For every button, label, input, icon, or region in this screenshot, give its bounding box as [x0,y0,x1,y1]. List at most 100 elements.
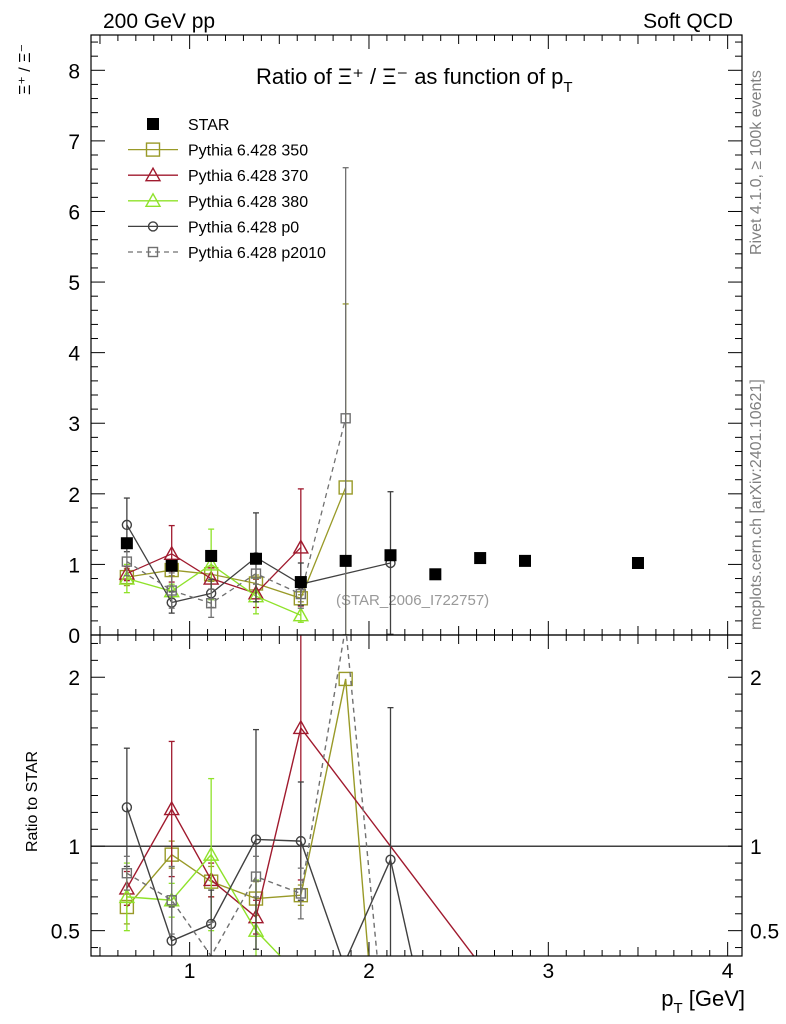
data-point [339,554,352,567]
data-point [121,519,133,531]
legend-entry: Pythia 6.428 370 [128,166,308,185]
x-tick-label: 1 [184,960,196,983]
top-y-tick-label: 4 [68,343,80,366]
legend-entry: STAR [147,117,229,134]
data-point [118,570,136,585]
bottom-y-tick-label-right: 1 [750,836,762,859]
x-axis-label-subscript: T [673,1000,682,1017]
ratio-line [126,726,475,956]
rivet-version-label: Rivet 4.1.0, ≥ 100k events [748,70,765,255]
ratio-point [338,671,353,687]
series-pythia-6-428-p2010-top [121,167,351,635]
data-point [294,576,307,589]
top-panel-series [118,167,644,635]
top-y-tick-label: 1 [68,554,80,577]
ratio-point [295,835,307,847]
x-tick-label: 2 [363,960,375,983]
ratio-point [295,888,307,899]
mcplots-label: mcplots.cern.ch [arXiv:2401.10621] [748,379,765,630]
data-point [384,549,397,562]
ratio-line [126,853,282,956]
legend-marker [144,192,162,208]
x-axis-label-unit: [GeV] [683,986,745,1011]
data-point [474,552,487,565]
bottom-panel-series [118,635,475,956]
ratio-point [121,802,133,813]
ratio-line [126,807,413,956]
ratio-point [250,834,262,845]
legend-marker [147,246,159,258]
legend: STAR Pythia 6.428 350 Pythia 6.428 370 Pyth… [128,117,326,262]
legend-marker [147,221,159,232]
data-point [250,568,262,579]
series-line [126,487,347,600]
series-pythia-6-428-p2010-ratio [121,635,378,956]
data-point [249,552,262,565]
top-y-tick-label: 6 [68,201,80,224]
series-line [126,418,347,604]
legend-marker [147,118,159,130]
top-y-tick-label: 5 [68,272,80,295]
bottom-y-tick-label-left: 1 [68,836,80,859]
legend-label: Pythia 6.428 p0 [188,219,299,236]
data-point [292,606,310,622]
bottom-y-tick-label-right: 0.5 [750,921,779,944]
data-point [295,588,307,600]
top-y-tick-label: 7 [68,131,80,154]
x-tick-label: 4 [722,960,734,983]
data-point [631,557,644,569]
series-pythia-6-428-350-top [119,303,353,635]
chart-title-subscript: T [563,79,572,96]
ratio-point [166,935,177,946]
x-tick-label: 3 [542,960,554,983]
data-point [205,598,217,609]
data-point [429,568,442,581]
data-point [519,554,531,567]
data-point [205,549,218,562]
chart-title-main: Ratio of Ξ⁺ / Ξ⁻ as function of p [256,64,563,89]
top-y-axis-label: Ξ⁺ / Ξ⁻ [17,44,34,95]
top-y-tick-label: 8 [68,60,80,83]
ratio-point [166,895,177,906]
legend-marker [145,142,161,157]
ratio-point [121,868,133,879]
legend-label: Pythia 6.428 370 [188,168,308,185]
bottom-panel-frame [90,634,743,957]
legend-label: Pythia 6.428 p2010 [188,245,326,262]
series-pythia-6-428-350-ratio [119,671,369,956]
series-line [126,524,391,604]
data-point [340,413,351,424]
ratio-point [118,888,136,904]
ratio-point [292,719,310,735]
ratio-line [126,635,378,956]
chart-title: Ratio of Ξ⁺ / Ξ⁻ as function of pT [256,64,573,96]
top-y-tick-label: 2 [68,484,80,507]
ratio-line [126,678,369,956]
x-axis-label-main: p [661,986,673,1011]
legend-entry: Pythia 6.428 350 [128,142,308,160]
legend-label: Pythia 6.428 380 [188,194,308,211]
legend-entry: Pythia 6.428 p2010 [128,245,326,262]
bottom-y-tick-label-right: 2 [750,667,762,690]
data-point [292,539,310,554]
header-right: Soft QCD [643,10,733,33]
series-line [126,563,302,616]
data-point [165,559,178,572]
analysis-watermark: (STAR_2006_I722757) [336,592,489,609]
x-axis-label: pT [GeV] [661,986,745,1017]
ratio-point [385,854,396,865]
header-left: 200 GeV pp [103,10,215,33]
ratio-point [250,871,262,882]
axis-ticks [91,35,742,956]
tick-labels: 1 2 3 4 0 1 2 3 4 5 6 7 8 0.5 0.5 1 1 2 2 [51,60,779,983]
top-y-tick-label: 0 [68,625,80,648]
data-point [163,545,180,561]
legend-entry: Pythia 6.428 380 [128,192,308,211]
bottom-y-tick-label-left: 2 [68,667,80,690]
ratio-point [202,846,220,861]
series-star-top [120,537,644,589]
data-point [202,555,220,571]
legend-label: Pythia 6.428 350 [188,143,308,160]
ratio-point [163,800,180,816]
